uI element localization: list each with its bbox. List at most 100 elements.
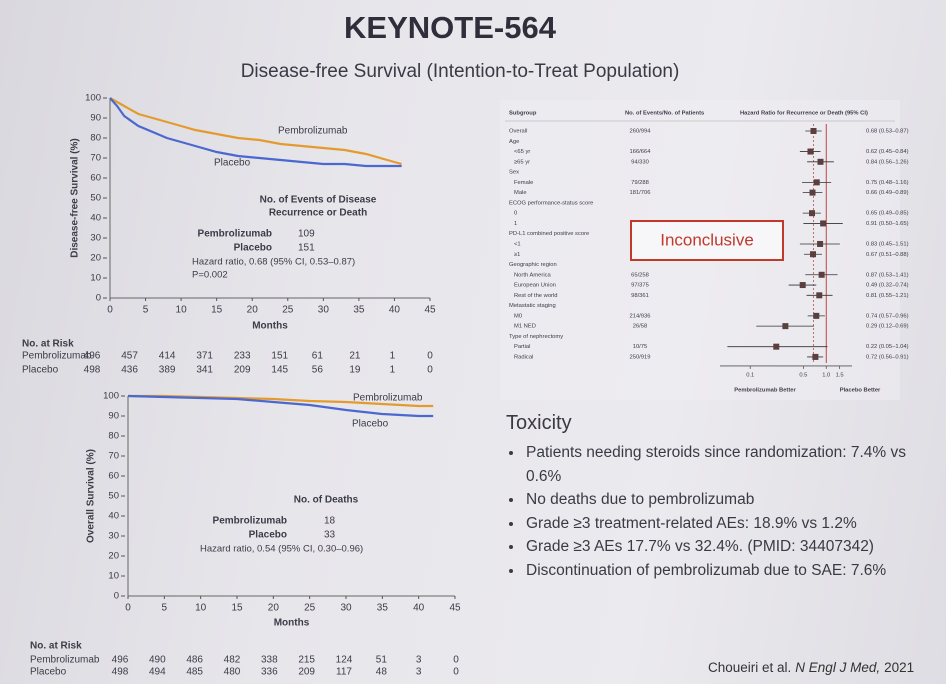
y-axis-label: Disease-free Survival (%) bbox=[70, 138, 81, 258]
risk-count: 485 bbox=[186, 667, 203, 678]
risk-count: 124 bbox=[336, 655, 353, 666]
events-note: P=0.002 bbox=[192, 270, 228, 281]
x-tick-label: 30 bbox=[340, 603, 352, 614]
hr-square bbox=[782, 323, 789, 330]
x-tick-label: 45 bbox=[424, 305, 436, 316]
y-tick-label: 0 bbox=[114, 591, 119, 602]
risk-label: Placebo bbox=[30, 667, 67, 678]
y-tick-label: 70 bbox=[90, 153, 101, 164]
subgroup-label: 1 bbox=[514, 221, 517, 227]
hr-square bbox=[773, 343, 780, 350]
toxicity-bullet: Discontinuation of pembrolizumab due to … bbox=[524, 559, 938, 583]
survival-curve bbox=[127, 394, 434, 418]
x-tick-label: 40 bbox=[413, 603, 425, 614]
y-tick-label: 50 bbox=[108, 491, 119, 502]
events-count: 94/330 bbox=[631, 159, 649, 165]
y-tick-label: 20 bbox=[90, 253, 101, 264]
hr-square bbox=[799, 282, 806, 289]
toxicity-bullet: Grade ≥3 AEs 17.7% vs 32.4%. (PMID: 3440… bbox=[524, 535, 938, 559]
risk-count: 341 bbox=[196, 365, 213, 376]
risk-count: 56 bbox=[312, 365, 324, 376]
events-heading: Recurrence or Death bbox=[269, 208, 367, 219]
events-label: Placebo bbox=[234, 243, 272, 254]
risk-count: 480 bbox=[224, 667, 241, 678]
series-label: Pembrolizumab bbox=[278, 126, 348, 137]
ci-label: 0.87 (0.53–1.41) bbox=[866, 272, 909, 278]
subgroup-label: M0 bbox=[514, 313, 522, 319]
toxicity-bullet: No deaths due to pembrolizumab bbox=[524, 488, 938, 512]
y-tick-label: 80 bbox=[90, 133, 101, 144]
risk-count: 51 bbox=[376, 655, 388, 666]
hr-square bbox=[817, 240, 824, 247]
forest-tick-label: 0.5 bbox=[799, 372, 807, 378]
risk-count: 233 bbox=[234, 351, 251, 362]
risk-count: 0 bbox=[453, 667, 459, 678]
forest-tick-label: 1.0 bbox=[822, 372, 830, 378]
events-note: Hazard ratio, 0.54 (95% CI, 0.30–0.96) bbox=[200, 544, 363, 555]
risk-count: 1 bbox=[390, 351, 396, 362]
subgroup-label: Type of nephrectomy bbox=[509, 334, 563, 340]
events-count: 65/258 bbox=[631, 272, 649, 278]
events-value: 151 bbox=[298, 243, 315, 254]
x-tick-label: 10 bbox=[176, 305, 188, 316]
y-tick-label: 20 bbox=[108, 551, 119, 562]
hr-square bbox=[807, 148, 814, 155]
series-label: Pembrolizumab bbox=[353, 393, 423, 404]
x-tick-label: 25 bbox=[304, 603, 316, 614]
y-tick-label: 60 bbox=[90, 173, 101, 184]
forest-tick-label: 0.1 bbox=[746, 372, 754, 378]
risk-count: 48 bbox=[376, 667, 388, 678]
ci-label: 0.75 (0.48–1.16) bbox=[866, 180, 909, 186]
forest-header: No. of Events/No. of Patients bbox=[625, 111, 704, 117]
risk-label: Placebo bbox=[22, 365, 59, 376]
citation: Choueiri et al. N Engl J Med, 2021 bbox=[708, 660, 918, 675]
events-note: Hazard ratio, 0.68 (95% CI, 0.53–0.87) bbox=[192, 257, 355, 268]
risk-count: 209 bbox=[234, 365, 251, 376]
risk-count: 498 bbox=[112, 667, 129, 678]
ci-label: 0.49 (0.32–0.74) bbox=[866, 283, 909, 289]
slide-title: KEYNOTE-564 bbox=[344, 10, 557, 45]
y-axis-label: Overall Survival (%) bbox=[86, 449, 97, 543]
direction-label: Pembrolizumab Better bbox=[734, 387, 796, 393]
forest-header: Hazard Ratio for Recurrence or Death (95… bbox=[740, 111, 868, 117]
hr-square bbox=[820, 220, 827, 227]
subgroup-label: North America bbox=[514, 272, 552, 278]
risk-count: 338 bbox=[261, 655, 278, 666]
events-value: 109 bbox=[298, 229, 315, 240]
risk-count: 389 bbox=[159, 365, 176, 376]
events-count: 97/375 bbox=[631, 283, 649, 289]
y-tick-label: 90 bbox=[108, 411, 119, 422]
x-axis-label: Months bbox=[274, 618, 310, 629]
ci-label: 0.65 (0.49–0.85) bbox=[866, 211, 909, 217]
risk-count: 0 bbox=[453, 655, 459, 666]
ci-label: 0.66 (0.49–0.89) bbox=[866, 190, 909, 196]
y-tick-label: 100 bbox=[85, 93, 101, 104]
risk-count: 496 bbox=[112, 655, 129, 666]
hr-square bbox=[816, 292, 823, 299]
subgroup-label: <65 yr bbox=[514, 149, 530, 155]
x-tick-label: 15 bbox=[211, 305, 223, 316]
subgroup-label: Rest of the world bbox=[514, 293, 558, 299]
hr-square bbox=[813, 179, 820, 186]
risk-count: 371 bbox=[196, 351, 213, 362]
x-tick-label: 0 bbox=[107, 305, 113, 316]
subgroup-label: Geographic region bbox=[509, 262, 557, 268]
y-tick-label: 30 bbox=[108, 531, 119, 542]
y-tick-label: 100 bbox=[103, 391, 119, 402]
risk-count: 151 bbox=[271, 351, 288, 362]
events-label: Pembrolizumab bbox=[198, 229, 272, 240]
events-count: 214/936 bbox=[630, 313, 651, 319]
y-tick-label: 60 bbox=[108, 471, 119, 482]
events-count: 250/919 bbox=[630, 354, 651, 360]
events-label: Placebo bbox=[249, 530, 287, 541]
y-tick-label: 10 bbox=[90, 273, 101, 284]
hr-square bbox=[813, 312, 820, 319]
x-tick-label: 15 bbox=[231, 603, 243, 614]
ci-label: 0.74 (0.57–0.96) bbox=[866, 313, 909, 319]
subgroup-label: European Union bbox=[514, 283, 556, 289]
subgroup-label: Metastatic staging bbox=[509, 303, 556, 309]
x-tick-label: 45 bbox=[449, 603, 461, 614]
risk-count: 0 bbox=[427, 351, 433, 362]
